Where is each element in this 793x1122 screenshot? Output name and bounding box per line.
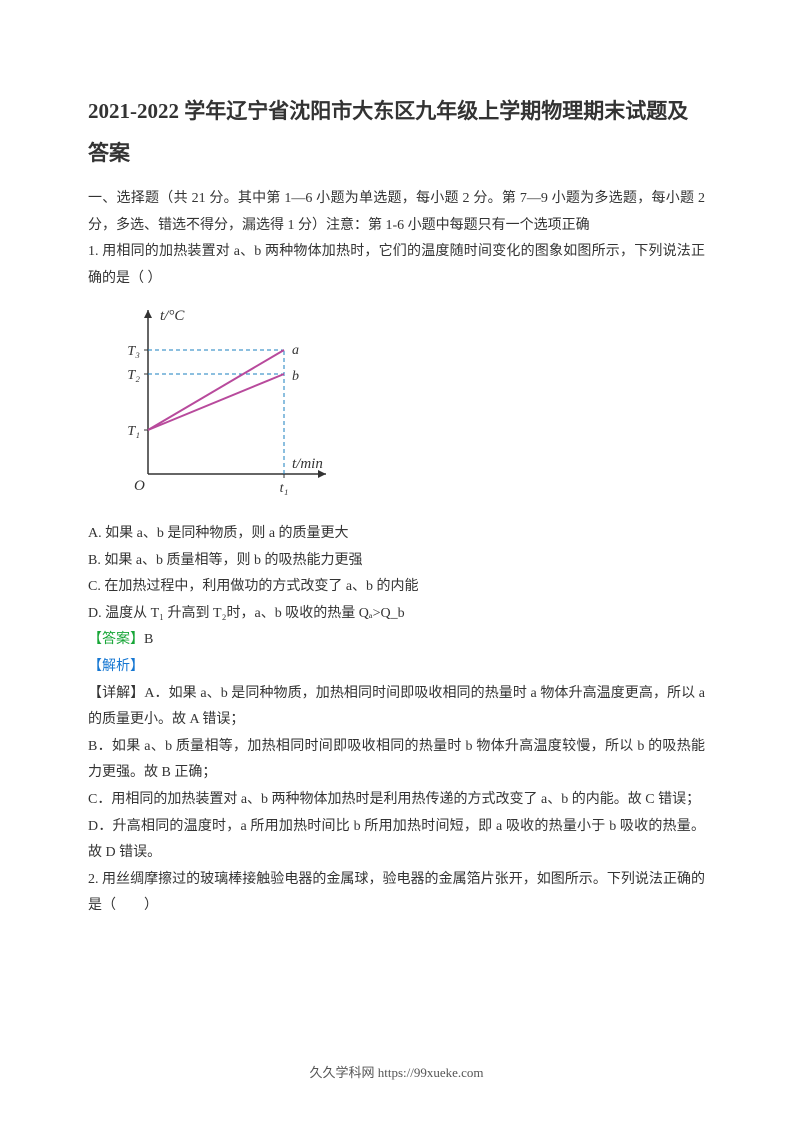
answer-value: B — [144, 632, 153, 647]
svg-text:T₁: T₁ — [127, 424, 140, 439]
footer-watermark: 久久学科网 https://99xueke.com — [0, 1061, 793, 1086]
q1-option-a: A. 如果 a、b 是同种物质，则 a 的质量更大 — [88, 521, 705, 548]
svg-text:a: a — [292, 343, 299, 358]
analysis-label: 【解析】 — [88, 654, 705, 681]
q1-stem: 1. 用相同的加热装置对 a、b 两种物体加热时，它们的温度随时间变化的图象如图… — [88, 239, 705, 292]
temperature-chart-svg: T₁ T₂ T₃ t₁ ab t/°C t/min O — [116, 302, 336, 502]
q1-option-d: D. 温度从 T₁ 升高到 T₂时，a、b 吸收的热量 Qₐ>Q_b — [88, 601, 705, 628]
q1-detail-c: C．用相同的加热装置对 a、b 两种物体加热时是利用热传递的方式改变了 a、b … — [88, 787, 705, 814]
q1-detail-b: B．如果 a、b 质量相等，加热相同时间即吸收相同的热量时 b 物体升高温度较慢… — [88, 734, 705, 787]
q1-option-c: C. 在加热过程中，利用做功的方式改变了 a、b 的内能 — [88, 574, 705, 601]
svg-text:t/°C: t/°C — [160, 308, 185, 324]
q1-chart: T₁ T₂ T₃ t₁ ab t/°C t/min O — [116, 302, 705, 513]
svg-text:T₂: T₂ — [127, 368, 140, 383]
svg-text:b: b — [292, 369, 299, 384]
q1-answer-line: 【答案】B — [88, 627, 705, 654]
q1-detail-d: D．升高相同的温度时，a 所用加热时间比 b 所用加热时间短，即 a 吸收的热量… — [88, 814, 705, 867]
svg-text:O: O — [134, 478, 145, 494]
answer-label: 【答案】 — [88, 632, 144, 647]
svg-text:T₃: T₃ — [127, 344, 140, 359]
q1-option-b: B. 如果 a、b 质量相等，则 b 的吸热能力更强 — [88, 548, 705, 575]
section-instructions: 一、选择题（共 21 分。其中第 1—6 小题为单选题，每小题 2 分。第 7—… — [88, 186, 705, 239]
q1-detail-a: 【详解】A．如果 a、b 是同种物质，加热相同时间即吸收相同的热量时 a 物体升… — [88, 681, 705, 734]
page-title: 2021-2022 学年辽宁省沈阳市大东区九年级上学期物理期末试题及答案 — [88, 90, 705, 174]
q2-stem: 2. 用丝绸摩擦过的玻璃棒接触验电器的金属球，验电器的金属箔片张开，如图所示。下… — [88, 867, 705, 920]
svg-text:t/min: t/min — [292, 456, 323, 472]
svg-text:t₁: t₁ — [280, 481, 289, 496]
